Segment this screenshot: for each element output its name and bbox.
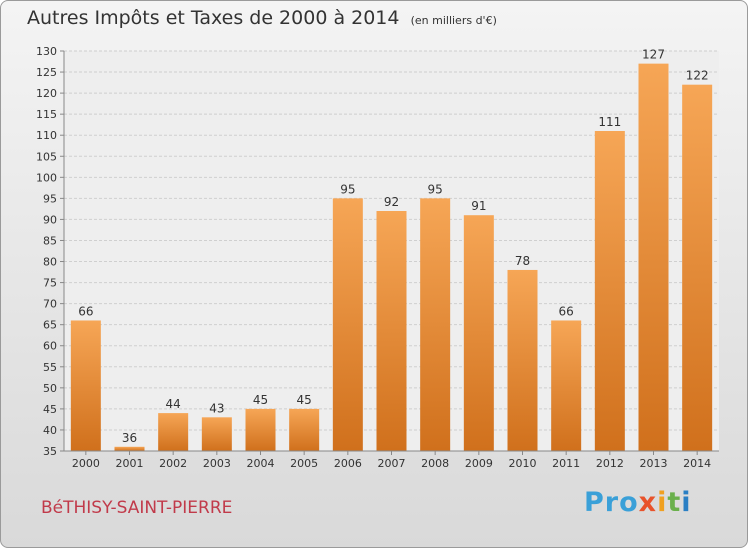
x-tick-label: 2000 (72, 457, 100, 470)
bars: 66 36 44 43 45 45 95 92 95 91 78 66 111 127 122 (70, 48, 713, 452)
y-tick-label: 85 (43, 234, 57, 247)
y-tick-label: 120 (36, 87, 57, 100)
data-label: 122 (686, 69, 709, 83)
x-tick-label: 2004 (247, 457, 275, 470)
bar (551, 320, 582, 451)
bar (638, 63, 669, 451)
x-tick-label: 2014 (683, 457, 711, 470)
bar (507, 269, 538, 451)
y-tick-label: 65 (43, 319, 57, 332)
data-label: 44 (166, 397, 181, 411)
data-label: 78 (515, 254, 530, 268)
y-tick-label: 40 (43, 424, 57, 437)
x-tick-label: 2007 (378, 457, 406, 470)
y-tick-label: 130 (36, 45, 57, 58)
y-tick-label: 95 (43, 192, 57, 205)
data-label: 66 (559, 304, 574, 318)
y-tick-label: 50 (43, 382, 57, 395)
bar (420, 198, 451, 451)
data-label: 36 (122, 431, 137, 445)
data-label: 127 (642, 48, 665, 62)
x-axis: 2000 2001 2002 2003 2004 2005 2006 2007 2008 2009… (64, 450, 719, 470)
y-tick-label: 100 (36, 171, 57, 184)
chart-title-main: Autres Impôts et Taxes de 2000 à 2014 (27, 7, 400, 29)
y-tick-label: 90 (43, 213, 57, 226)
data-label: 111 (598, 115, 621, 129)
x-tick-label: 2009 (465, 457, 493, 470)
data-label: 45 (297, 393, 312, 407)
data-label: 95 (428, 182, 443, 196)
bar (289, 408, 320, 451)
bar (376, 211, 407, 451)
bar (332, 198, 363, 451)
chart-title-unit: (en milliers d'€) (410, 14, 497, 27)
chart-title: Autres Impôts et Taxes de 2000 à 2014 (e… (27, 7, 497, 29)
data-label: 95 (340, 182, 355, 196)
x-tick-label: 2008 (421, 457, 449, 470)
x-tick-label: 2002 (159, 457, 187, 470)
bar (463, 215, 494, 451)
bar (245, 408, 276, 451)
x-tick-label: 2001 (116, 457, 144, 470)
x-tick-label: 2010 (509, 457, 537, 470)
x-tick-label: 2011 (552, 457, 580, 470)
data-label: 45 (253, 393, 268, 407)
y-tick-label: 105 (36, 150, 57, 163)
proxiti-logo[interactable]: Proxiti (584, 487, 692, 518)
data-label: 43 (209, 401, 224, 415)
x-tick-label: 2005 (290, 457, 318, 470)
y-tick-label: 125 (36, 66, 57, 79)
y-tick-label: 35 (43, 445, 57, 458)
y-tick-label: 80 (43, 256, 57, 269)
data-label: 91 (471, 199, 486, 213)
y-tick-label: 45 (43, 403, 57, 416)
y-tick-label: 60 (43, 340, 57, 353)
data-label: 66 (78, 304, 93, 318)
x-tick-label: 2013 (640, 457, 668, 470)
commune-name: BéTHISY-SAINT-PIERRE (41, 498, 233, 518)
bar (201, 417, 232, 451)
y-tick-label: 75 (43, 277, 57, 290)
bar (70, 320, 101, 451)
bar (158, 413, 189, 451)
y-tick-label: 70 (43, 298, 57, 311)
data-label: 92 (384, 195, 399, 209)
x-tick-label: 2003 (203, 457, 231, 470)
x-tick-label: 2006 (334, 457, 362, 470)
y-tick-label: 110 (36, 129, 57, 142)
y-tick-label: 55 (43, 361, 57, 374)
bar (594, 131, 625, 451)
bar (682, 84, 713, 452)
y-axis: 35 40 45 50 55 60 65 70 75 80 85 90 95 100 105 110 115 12… (36, 45, 65, 458)
bar (114, 446, 145, 451)
y-tick-label: 115 (36, 108, 57, 121)
x-tick-label: 2012 (596, 457, 624, 470)
